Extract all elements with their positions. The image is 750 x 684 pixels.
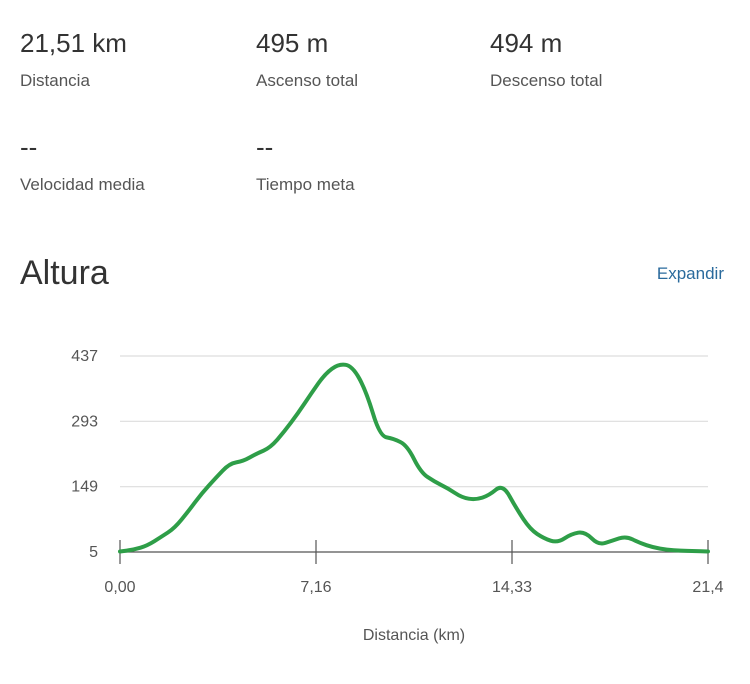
elevation-line — [118, 362, 711, 554]
stat-avg-speed-value: -- — [20, 132, 38, 162]
y-tick-label: 5 — [89, 544, 98, 561]
stat-ascent-value: 495 m — [256, 28, 329, 58]
stat-avg-speed: -- Velocidad media — [20, 134, 145, 195]
y-tick-label: 149 — [71, 479, 98, 496]
y-tick-label: 437 — [71, 348, 98, 365]
stat-descent: 494 m Descenso total — [490, 30, 602, 91]
x-tick-label: 14,33 — [492, 579, 532, 596]
stat-distance: 21,51 km Distancia — [20, 30, 127, 91]
stat-ascent: 495 m Ascenso total — [256, 30, 358, 91]
x-tick-label: 21,4 — [692, 579, 723, 596]
stat-ascent-label: Ascenso total — [256, 71, 359, 90]
x-tick-label: 0,00 — [104, 579, 135, 596]
stat-distance-label: Distancia — [20, 71, 90, 90]
stat-target-time: -- Tiempo meta — [256, 134, 355, 195]
stat-descent-label: Descenso total — [490, 71, 603, 90]
stat-descent-value: 494 m — [490, 28, 563, 58]
stat-avg-speed-label: Velocidad media — [20, 175, 145, 194]
x-axis-title: Distancia (km) — [363, 627, 465, 644]
y-tick-label: 293 — [71, 413, 98, 430]
stat-distance-value: 21,51 km — [20, 28, 127, 58]
elevation-chart: 437 293 149 5 0,00 7,16 14,33 21,4 Distancia (km… — [71, 348, 723, 644]
stat-target-time-value: -- — [256, 132, 274, 162]
elevation-section-title: Altura — [20, 254, 109, 292]
x-tick-label: 7,16 — [300, 579, 331, 596]
expand-link[interactable]: Expandir — [656, 264, 724, 283]
stat-target-time-label: Tiempo meta — [256, 175, 355, 194]
